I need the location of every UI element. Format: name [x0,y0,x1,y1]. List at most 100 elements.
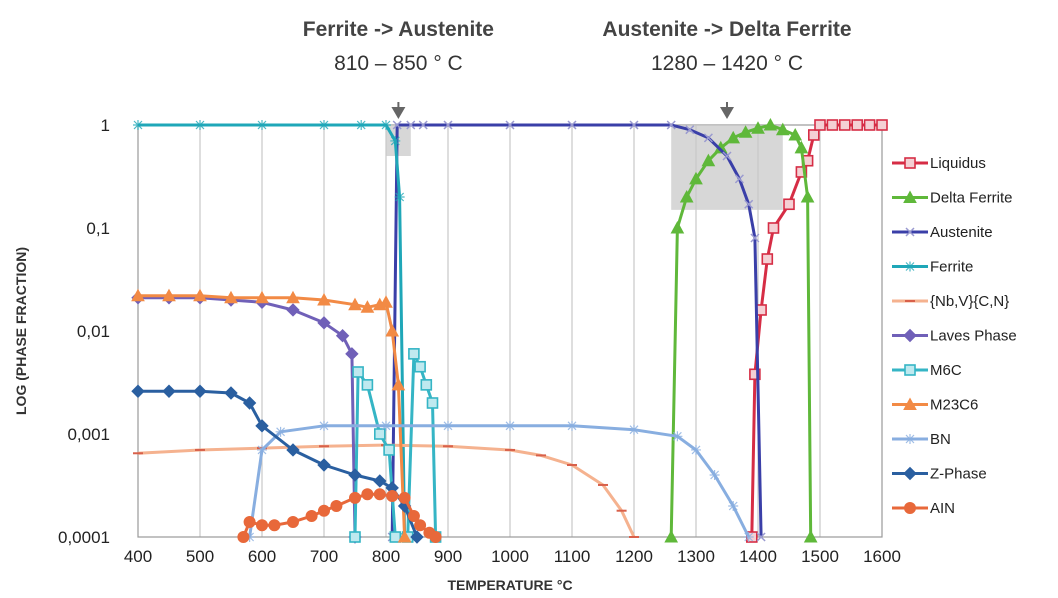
data-point-8-0 [244,532,255,542]
legend-marker-9 [903,466,917,481]
data-point-7-3 [224,290,238,304]
data-point-0-1 [749,368,761,381]
legend-label-7: M23C6 [930,397,978,414]
highlight-regions [386,125,783,210]
data-point-9-1 [162,384,176,398]
annotation-title-1: Austenite -> Delta Ferrite [602,18,851,41]
data-point-6-7 [408,348,420,360]
legend-label-5: Laves Phase [930,328,1017,345]
legend-marker-5 [903,328,917,343]
legend-item-2: Austenite [892,224,993,241]
data-point-5-8 [345,347,359,361]
data-point-8-13 [743,532,754,542]
data-point-1-9 [763,117,778,131]
data-point-3-1 [195,120,205,130]
data-point-10-9 [361,488,374,501]
data-point-8-2 [275,426,286,437]
data-point-0-8 [807,129,820,141]
x-tick-label-8: 1200 [615,547,653,566]
y-axis-label: LOG (PHASE FRACTION) [13,247,29,415]
series-line-7 [138,294,407,538]
series-line-3 [138,123,407,538]
data-point-10-10 [373,488,386,501]
series-line-5 [138,296,357,538]
x-tick-label-0: 400 [124,547,152,566]
data-point-2-15 [756,532,766,542]
data-point-10-1 [243,515,256,528]
data-point-7-7 [348,297,362,311]
series-9 [131,384,424,544]
data-point-10-3 [268,519,281,532]
legend-marker-6 [904,364,916,376]
data-point-0-14 [876,119,888,131]
data-point-9-12 [410,530,424,544]
data-point-10-14 [414,519,427,532]
data-point-7-5 [286,290,300,304]
data-point-2-2 [406,120,416,130]
data-point-10-4 [287,515,299,528]
data-point-1-11 [788,127,803,141]
data-point-7-6 [317,292,331,306]
data-point-10-13 [407,509,420,522]
x-tick-label-9: 1300 [677,547,715,566]
legend-marker-1 [903,190,917,203]
data-point-2-13 [744,199,754,209]
data-point-3-5 [381,120,391,130]
data-point-1-1 [670,220,685,234]
data-point-10-5 [305,509,318,522]
data-point-8-11 [709,469,720,480]
annotation-arrow-head-0 [391,107,406,119]
annotation-arrow-head-1 [720,107,734,119]
data-point-9-7 [317,458,331,472]
data-point-8-3 [319,420,329,431]
y-tick-label-1: 0,1 [86,219,110,238]
data-point-2-8 [666,120,676,130]
data-point-10-11 [386,490,399,503]
annotation-title-0: Ferrite -> Austenite [303,18,494,41]
legend-label-3: Ferrite [930,259,973,276]
data-point-10-16 [429,531,442,543]
data-point-5-7 [335,329,350,343]
legend: Liquidus Delta Ferrite Austenite Ferrite {Nb… [892,155,1017,517]
legend-item-7: M23C6 [892,397,978,414]
data-point-8-12 [728,500,739,511]
x-tick-label-11: 1500 [801,547,839,566]
data-point-2-4 [443,120,453,130]
series-line-4 [137,443,636,538]
data-point-8-8 [629,424,639,435]
data-point-1-8 [751,121,765,134]
legend-label-1: Delta Ferrite [930,190,1013,207]
data-point-7-0 [131,288,145,302]
data-point-10-6 [318,504,330,517]
legend-label-2: Austenite [930,224,993,241]
data-point-8-5 [443,420,453,431]
data-point-10-12 [398,491,411,504]
data-point-0-9 [814,119,826,131]
data-point-6-2 [361,379,374,391]
data-point-1-14 [803,529,818,543]
data-point-9-8 [348,468,362,482]
legend-marker-8 [905,434,915,444]
data-point-1-7 [738,125,753,138]
data-point-0-4 [767,222,780,234]
data-point-2-14 [750,233,760,243]
legend-label-8: BN [930,431,951,448]
data-point-3-6 [390,135,401,146]
y-tick-label-3: 0,001 [67,425,110,444]
data-point-10-7 [330,499,343,512]
data-point-2-10 [703,133,713,143]
data-point-3-0 [133,120,143,130]
legend-label-0: Liquidus [930,155,986,172]
data-point-0-3 [761,253,774,265]
data-point-5-5 [286,303,300,317]
annotation-range-1: 1280 – 1420 ° C [651,52,803,75]
y-tick-labels: 1 0,1 0,01 0,001 0,0001 [58,116,110,547]
data-point-0-5 [783,198,795,211]
x-tick-label-10: 1400 [739,547,777,566]
data-point-10-8 [349,491,361,504]
data-point-0-6 [795,166,808,178]
data-point-1-10 [775,122,790,136]
data-point-1-12 [794,140,809,154]
data-point-2-7 [629,120,639,130]
